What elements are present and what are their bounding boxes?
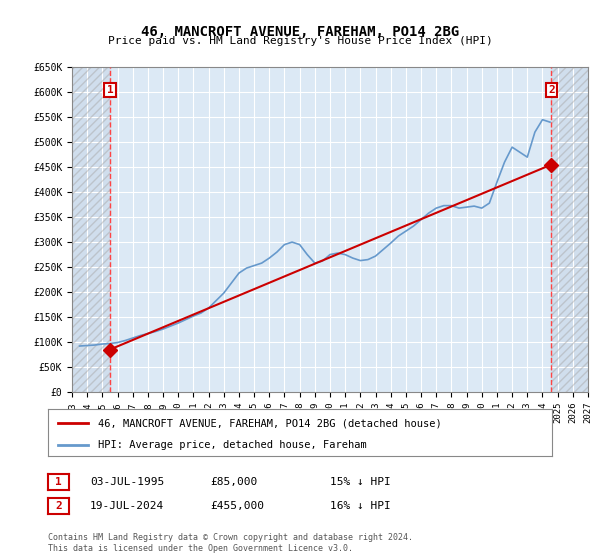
Text: 2: 2 (55, 501, 62, 511)
Text: 03-JUL-1995: 03-JUL-1995 (90, 477, 164, 487)
Text: 46, MANCROFT AVENUE, FAREHAM, PO14 2BG (detached house): 46, MANCROFT AVENUE, FAREHAM, PO14 2BG (… (98, 418, 442, 428)
Text: 2: 2 (548, 85, 554, 95)
Bar (551, 67, 588, 392)
Text: 19-JUL-2024: 19-JUL-2024 (90, 501, 164, 511)
Text: 46, MANCROFT AVENUE, FAREHAM, PO14 2BG: 46, MANCROFT AVENUE, FAREHAM, PO14 2BG (141, 25, 459, 39)
Text: £85,000: £85,000 (210, 477, 257, 487)
Text: 16% ↓ HPI: 16% ↓ HPI (330, 501, 391, 511)
Text: £455,000: £455,000 (210, 501, 264, 511)
Text: 15% ↓ HPI: 15% ↓ HPI (330, 477, 391, 487)
Text: Price paid vs. HM Land Registry's House Price Index (HPI): Price paid vs. HM Land Registry's House … (107, 36, 493, 46)
Bar (72, 67, 110, 392)
Text: Contains HM Land Registry data © Crown copyright and database right 2024.
This d: Contains HM Land Registry data © Crown c… (48, 533, 413, 553)
Text: 1: 1 (55, 477, 62, 487)
Text: 1: 1 (107, 85, 113, 95)
Text: HPI: Average price, detached house, Fareham: HPI: Average price, detached house, Fare… (98, 440, 367, 450)
